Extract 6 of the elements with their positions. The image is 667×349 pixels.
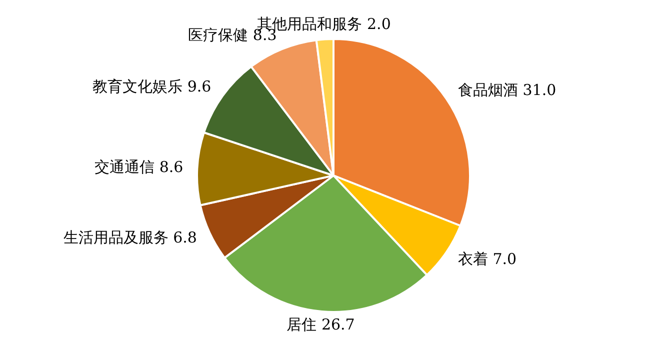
slice-label: 食品烟酒 31.0: [458, 80, 556, 99]
slice-label: 生活用品及服务 6.8: [63, 228, 197, 247]
slice-label: 居住 26.7: [286, 315, 355, 334]
slice-label: 教育文化娱乐 9.6: [92, 78, 212, 96]
slice-label: 交通通信 8.6: [94, 158, 184, 176]
slice-label: 衣着 7.0: [458, 250, 517, 268]
